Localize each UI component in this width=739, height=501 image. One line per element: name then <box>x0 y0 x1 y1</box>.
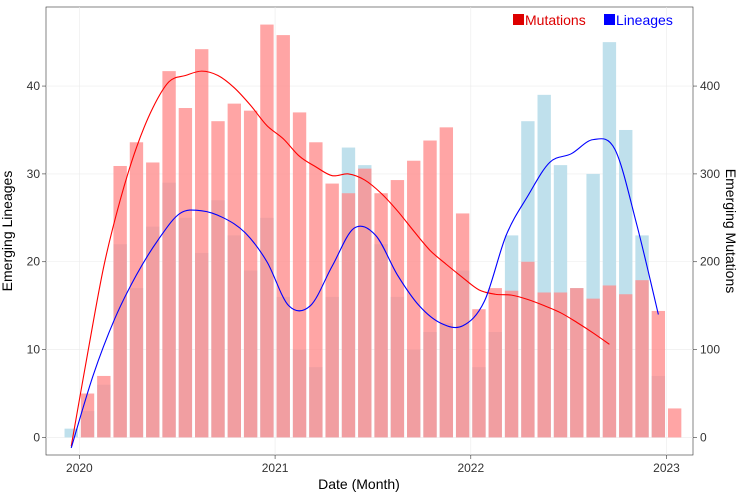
mutation-bar <box>423 140 437 438</box>
legend-label-mutations: Mutations <box>525 12 586 28</box>
y-right-tick-label: 0 <box>700 430 707 444</box>
mutation-bar <box>80 393 95 438</box>
mutation-bar <box>325 183 339 438</box>
mutation-bar <box>439 127 454 438</box>
mutation-bar <box>243 110 258 438</box>
mutation-bar <box>602 285 617 438</box>
mutation-bar <box>341 193 356 438</box>
mutation-bar <box>162 71 176 438</box>
legend: Mutations Lineages <box>513 12 673 28</box>
mutation-bar <box>586 298 600 438</box>
lineages-trend-line <box>70 138 659 449</box>
mutation-bar <box>358 168 372 438</box>
mutation-bar <box>97 375 111 438</box>
x-tick-label: 2022 <box>457 461 484 475</box>
y-left-tick-label: 0 <box>33 430 40 444</box>
mutation-bar <box>178 108 193 438</box>
mutation-bar <box>390 180 405 438</box>
y-left-tick-label: 10 <box>27 343 41 357</box>
y-right-tick-label: 400 <box>700 79 720 93</box>
legend-swatch-lineages <box>604 14 615 25</box>
mutation-bar <box>570 288 584 438</box>
y-axis-left-title: Emerging Lineages <box>0 171 15 292</box>
mutation-bar <box>374 193 388 438</box>
mutation-bar <box>504 290 519 438</box>
mutation-bar <box>667 408 682 438</box>
mutation-bar <box>651 310 666 438</box>
mutation-bar <box>619 294 633 438</box>
mutation-bar <box>309 142 323 438</box>
mutation-bar <box>276 35 290 438</box>
mutation-bars <box>80 24 682 438</box>
y-left-tick-label: 30 <box>27 167 41 181</box>
mutation-bar <box>195 49 209 438</box>
y-right-tick-label: 100 <box>700 343 720 357</box>
x-axis-title: Date (Month) <box>318 476 400 492</box>
mutation-bar <box>146 162 160 438</box>
y-right-tick-label: 200 <box>700 255 720 269</box>
mutation-bar <box>129 142 144 438</box>
y-left-tick-label: 20 <box>27 255 41 269</box>
mutation-bar <box>537 292 551 438</box>
legend-label-lineages: Lineages <box>616 12 673 28</box>
mutation-bar <box>472 309 486 438</box>
y-left-tick-label: 40 <box>27 79 41 93</box>
x-tick-label: 2020 <box>66 461 93 475</box>
trend-lines <box>70 70 659 449</box>
mutation-bar <box>521 261 535 438</box>
y-axis-right-title: Emerging Mutations <box>723 169 739 294</box>
mutation-bar <box>292 112 307 438</box>
x-tick-label: 2021 <box>262 461 289 475</box>
mutations-trend-line <box>70 70 610 447</box>
mutation-bar <box>113 165 127 438</box>
mutation-bar <box>635 280 649 438</box>
mutation-bar <box>260 24 274 438</box>
mutation-bar <box>211 121 225 438</box>
x-tick-label: 2023 <box>653 461 680 475</box>
legend-swatch-mutations <box>513 14 524 25</box>
y-right-tick-label: 300 <box>700 167 720 181</box>
mutation-bar <box>553 292 568 438</box>
mutation-bar <box>488 288 502 438</box>
lineage-bar <box>64 428 78 438</box>
mutation-bar <box>227 103 242 438</box>
